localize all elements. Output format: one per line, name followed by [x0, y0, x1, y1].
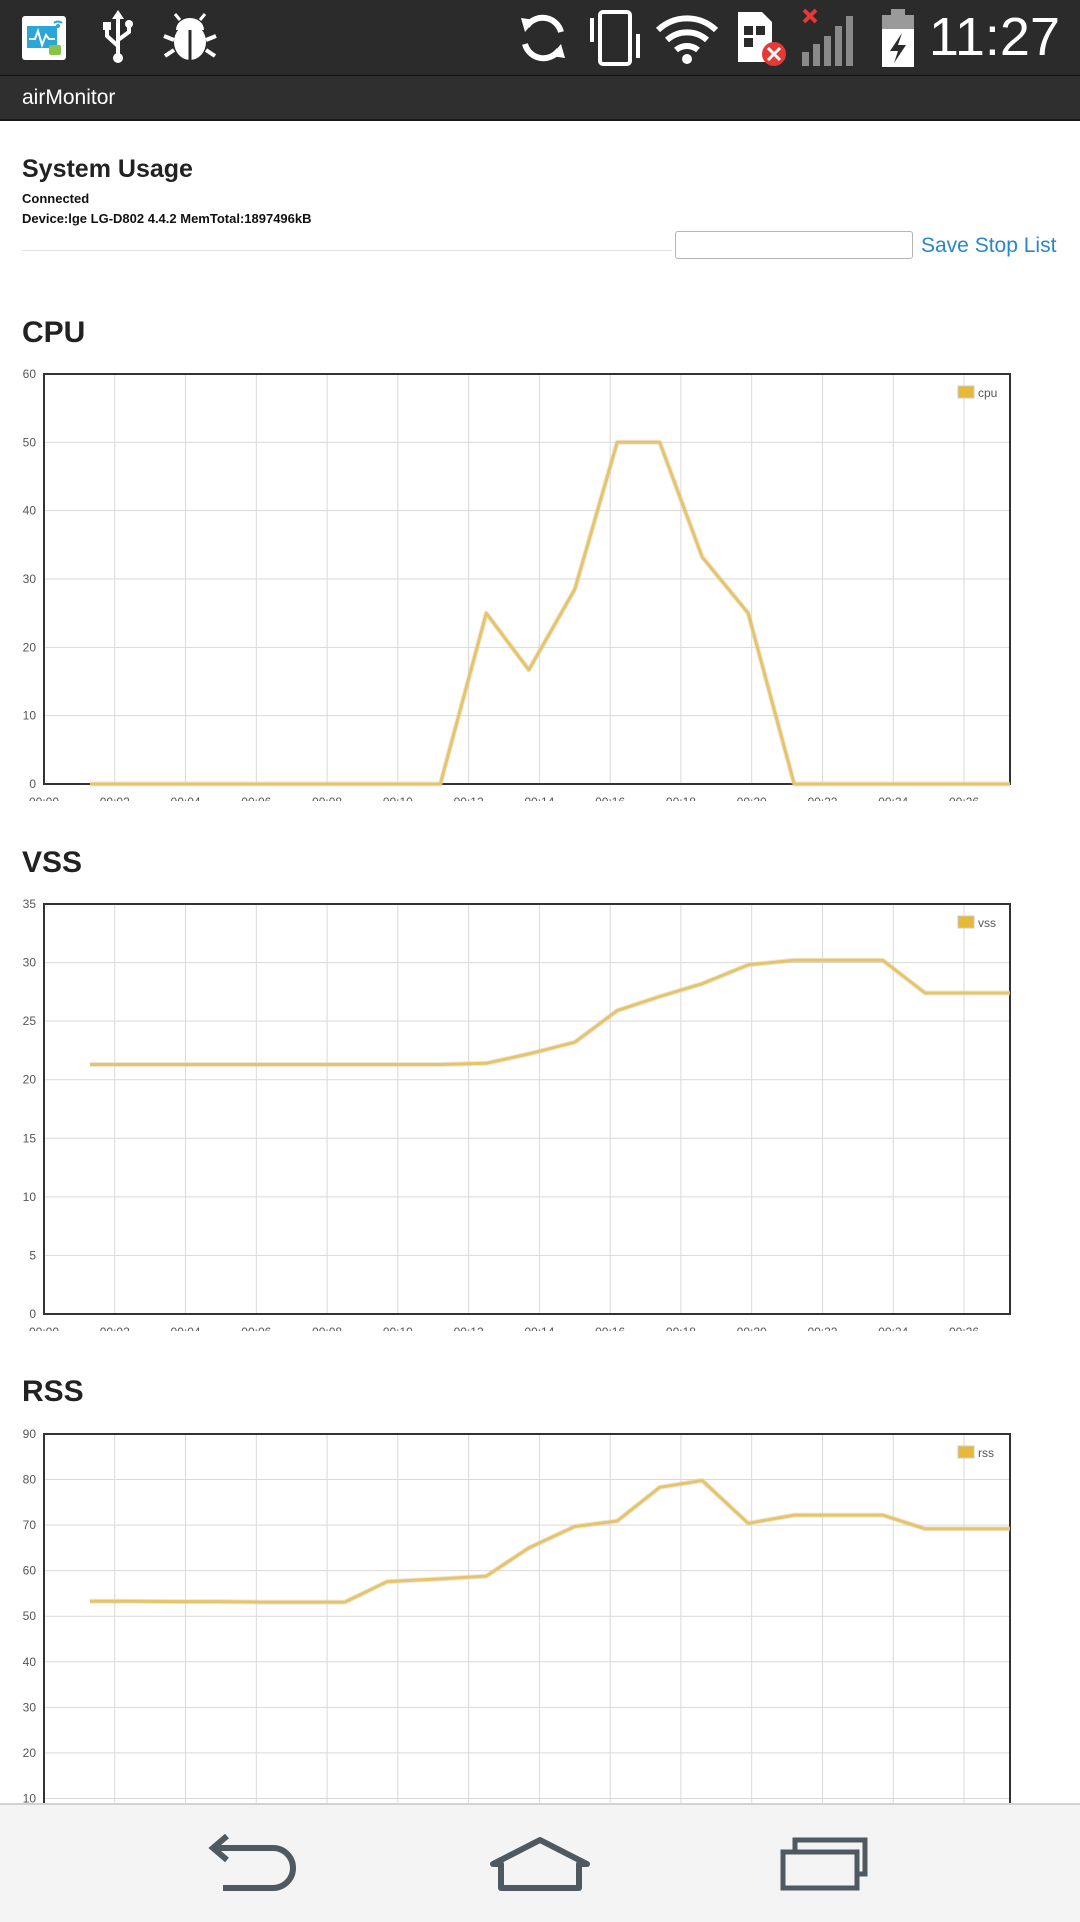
rss-chart: 10 20 30 40 50 60 70 80 90 rss — [0, 1411, 1080, 1803]
x-tick-label: 00:18 — [666, 795, 696, 801]
y-tick-label: 10 — [23, 1791, 37, 1803]
legend-swatch — [958, 1446, 974, 1458]
x-tick-label: 00:16 — [595, 795, 625, 801]
y-tick-label: 30 — [23, 1700, 37, 1714]
home-icon[interactable] — [450, 1805, 630, 1922]
divider — [22, 250, 672, 251]
y-tick-label: 70 — [23, 1518, 37, 1532]
x-tick-label: 00:18 — [666, 1325, 696, 1331]
y-tick-label: 0 — [29, 1307, 36, 1321]
page-title: System Usage — [22, 155, 193, 184]
x-tick-label: 00:14 — [524, 795, 554, 801]
action-bar: airMonitor — [0, 75, 1080, 122]
sync-icon — [514, 0, 572, 75]
y-tick-label: 0 — [29, 777, 36, 791]
x-tick-label: 00:00 — [29, 795, 59, 801]
x-tick-label: 00:22 — [807, 795, 837, 801]
x-tick-label: 00:06 — [241, 1325, 271, 1331]
x-tick-label: 00:26 — [949, 795, 979, 801]
legend-swatch — [958, 916, 974, 928]
x-tick-label: 00:16 — [595, 1325, 625, 1331]
debug-bug-icon — [160, 0, 220, 75]
navigation-bar — [0, 1803, 1080, 1922]
device-info: Device:lge LG-D802 4.4.2 MemTotal:189749… — [22, 211, 312, 226]
series-line-rss — [90, 1481, 1010, 1603]
x-tick-label: 00:14 — [524, 1325, 554, 1331]
y-tick-label: 40 — [23, 1655, 37, 1669]
series-shadow — [90, 1481, 1010, 1603]
y-tick-label: 80 — [23, 1473, 37, 1487]
y-tick-label: 50 — [23, 435, 37, 449]
y-tick-label: 5 — [29, 1248, 36, 1262]
series-line-vss — [90, 960, 1010, 1064]
battery-charging-icon — [874, 0, 922, 75]
series-shadow — [90, 442, 1010, 784]
y-tick-label: 10 — [23, 1190, 37, 1204]
y-tick-label: 60 — [23, 367, 37, 381]
vss-chart-title: VSS — [22, 846, 82, 880]
x-tick-label: 00:02 — [100, 1325, 130, 1331]
recent-apps-icon[interactable] — [735, 1805, 915, 1922]
web-content[interactable]: System Usage Connected Device:lge LG-D80… — [0, 121, 1080, 1803]
x-tick-label: 00:12 — [454, 795, 484, 801]
y-tick-label: 60 — [23, 1564, 37, 1578]
x-tick-label: 00:06 — [241, 795, 271, 801]
cpu-chart-title: CPU — [22, 316, 85, 350]
x-tick-label: 00:04 — [171, 1325, 201, 1331]
x-tick-label: 00:20 — [737, 1325, 767, 1331]
vibrate-icon — [584, 0, 646, 75]
x-tick-label: 00:02 — [100, 795, 130, 801]
clock: 11:27 — [929, 0, 1060, 75]
y-tick-label: 35 — [23, 897, 37, 911]
y-tick-label: 30 — [23, 956, 37, 970]
y-tick-label: 20 — [23, 1746, 37, 1760]
y-tick-label: 15 — [23, 1131, 37, 1145]
back-icon[interactable] — [165, 1805, 345, 1922]
wifi-icon — [654, 0, 720, 75]
legend-label: rss — [978, 1446, 994, 1460]
x-tick-label: 00:22 — [807, 1325, 837, 1331]
vss-chart: 0 5 10 15 20 25 30 35 00:00 00:02 00:04 00:06 00:08 0… — [0, 881, 1080, 1331]
cpu-chart: 0 10 20 30 40 50 60 00:00 00:02 00:04 00:06 00:08 00… — [0, 351, 1080, 801]
legend-label: vss — [978, 916, 996, 930]
x-tick-label: 00:10 — [383, 1325, 413, 1331]
stop-list-input[interactable] — [675, 231, 913, 259]
series-line-cpu — [90, 442, 1010, 784]
save-stop-list-button[interactable]: Save Stop List — [921, 234, 1056, 258]
x-tick-label: 00:08 — [312, 1325, 342, 1331]
x-tick-label: 00:12 — [454, 1325, 484, 1331]
y-tick-label: 10 — [23, 709, 37, 723]
rss-chart-title: RSS — [22, 1375, 84, 1409]
plot-frame — [44, 904, 1010, 1314]
y-tick-label: 20 — [23, 640, 37, 654]
y-tick-label: 90 — [23, 1427, 37, 1441]
x-tick-label: 00:00 — [29, 1325, 59, 1331]
app-title: airMonitor — [22, 76, 115, 119]
y-tick-label: 25 — [23, 1014, 37, 1028]
x-tick-label: 00:04 — [171, 795, 201, 801]
x-tick-label: 00:26 — [949, 1325, 979, 1331]
x-tick-label: 00:20 — [737, 795, 767, 801]
x-tick-label: 00:24 — [878, 1325, 908, 1331]
y-tick-label: 50 — [23, 1609, 37, 1623]
x-tick-label: 00:24 — [878, 795, 908, 801]
usb-icon — [96, 0, 140, 75]
sim-error-icon — [732, 0, 788, 75]
status-bar: 11:27 — [0, 0, 1080, 75]
y-tick-label: 20 — [23, 1073, 37, 1087]
legend-swatch — [958, 386, 974, 398]
x-tick-label: 00:10 — [383, 795, 413, 801]
y-tick-label: 30 — [23, 572, 37, 586]
legend-label: cpu — [978, 386, 997, 400]
x-tick-label: 00:08 — [312, 795, 342, 801]
signal-icon — [798, 0, 862, 75]
y-tick-label: 40 — [23, 504, 37, 518]
connection-status: Connected — [22, 191, 89, 206]
plot-frame — [44, 1434, 1010, 1803]
airmonitor-app-icon — [20, 0, 68, 75]
